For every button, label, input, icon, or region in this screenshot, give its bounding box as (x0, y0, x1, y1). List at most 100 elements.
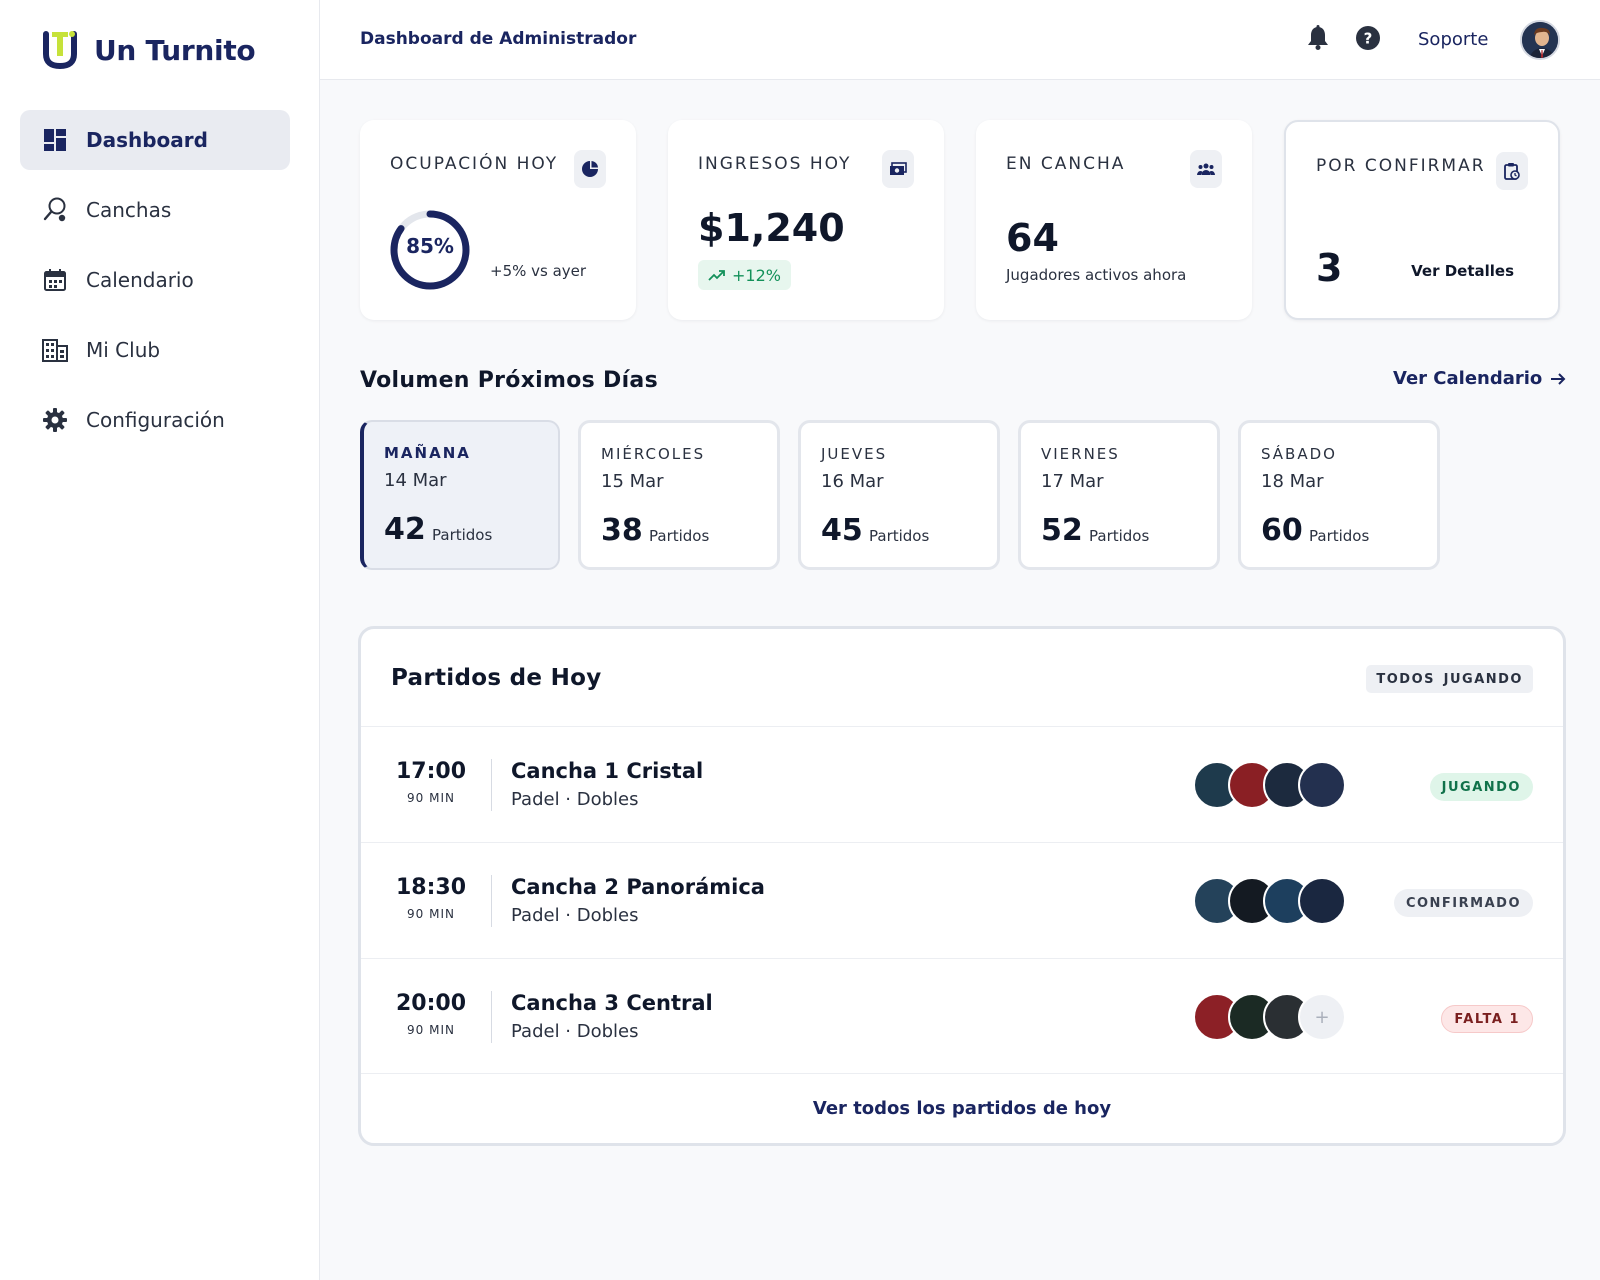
stat-card-occupancy: OCUPACIÓN HOY 85% +5% vs ayer (360, 120, 636, 320)
day-card-viernes[interactable]: VIERNES 17 Mar 52 Partidos (1018, 420, 1220, 570)
day-count: 42 (384, 512, 426, 547)
match-list: 17:00 90 MIN Cancha 1 Cristal Padel · Do… (361, 726, 1563, 1074)
help-icon[interactable]: ? (1354, 24, 1382, 52)
match-duration: 90 MIN (407, 791, 455, 805)
sidebar-item-calendario[interactable]: Calendario (20, 250, 290, 310)
brand[interactable]: Un Turnito (42, 30, 256, 70)
day-count: 45 (821, 513, 863, 548)
status-badge: CONFIRMADO (1393, 889, 1533, 917)
filter-jugando[interactable]: JUGANDO (1433, 665, 1533, 693)
top-header: Dashboard de Administrador ? Soporte (320, 0, 1600, 80)
occupancy-ring (390, 210, 470, 290)
divider (491, 991, 492, 1043)
sidebar-item-label: Dashboard (86, 128, 208, 152)
match-kind: Padel · Dobles (511, 789, 639, 810)
day-unit: Partidos (649, 527, 710, 545)
stat-label: INGRESOS HOY (698, 154, 852, 174)
support-link[interactable]: Soporte (1418, 29, 1489, 50)
sidebar-item-label: Calendario (86, 268, 194, 292)
arrow-right-icon (1551, 372, 1566, 385)
brand-name: Un Turnito (94, 33, 256, 67)
revenue-trend: +12% (698, 260, 791, 290)
stat-card-pending: POR CONFIRMAR 3 Ver Detalles (1284, 120, 1560, 320)
match-court: Cancha 1 Cristal (511, 759, 704, 783)
match-kind: Padel · Dobles (511, 905, 639, 926)
sidebar-nav: Dashboard Canchas Calendario Mi Club Con… (20, 110, 290, 460)
add-player-slot[interactable]: + (1298, 993, 1346, 1041)
day-unit: Partidos (1089, 527, 1150, 545)
day-unit: Partidos (869, 527, 930, 545)
sidebar-item-mi-club[interactable]: Mi Club (20, 320, 290, 380)
stat-label: EN CANCHA (1006, 154, 1126, 174)
stat-label: OCUPACIÓN HOY (390, 154, 559, 174)
dashboard-icon (42, 127, 68, 153)
day-count: 52 (1041, 513, 1083, 548)
todays-matches-panel: Partidos de Hoy TODOS JUGANDO 17:00 90 M… (358, 626, 1566, 1146)
svg-text:?: ? (1364, 30, 1373, 48)
page-title: Dashboard de Administrador (360, 29, 637, 49)
player-avatar (1298, 877, 1346, 925)
sidebar-item-dashboard[interactable]: Dashboard (20, 110, 290, 170)
day-date: 15 Mar (601, 471, 664, 492)
pending-value: 3 (1316, 246, 1343, 290)
day-name: MIÉRCOLES (601, 445, 706, 463)
match-kind: Padel · Dobles (511, 1021, 639, 1042)
stat-card-revenue: INGRESOS HOY $1,240 +12% (668, 120, 944, 320)
match-duration: 90 MIN (407, 1023, 455, 1037)
status-badge: FALTA 1 (1441, 1005, 1533, 1033)
match-row[interactable]: 20:00 90 MIN Cancha 3 Central Padel · Do… (361, 958, 1563, 1074)
upcoming-title: Volumen Próximos Días (360, 368, 658, 393)
clipboard-clock-icon (1496, 152, 1528, 190)
day-card-sabado[interactable]: SÁBADO 18 Mar 60 Partidos (1238, 420, 1440, 570)
filter-todos[interactable]: TODOS (1366, 665, 1445, 693)
player-avatar (1298, 761, 1346, 809)
sidebar-item-label: Configuración (86, 408, 225, 432)
sidebar-item-label: Canchas (86, 198, 172, 222)
sidebar: Un Turnito Dashboard Canchas Calendario … (0, 0, 320, 1280)
day-date: 16 Mar (821, 471, 884, 492)
day-card-miercoles[interactable]: MIÉRCOLES 15 Mar 38 Partidos (578, 420, 780, 570)
avatar[interactable] (1520, 20, 1560, 60)
revenue-value: $1,240 (698, 206, 845, 250)
match-row[interactable]: 18:30 90 MIN Cancha 2 Panorámica Padel ·… (361, 842, 1563, 958)
day-card-jueves[interactable]: JUEVES 16 Mar 45 Partidos (798, 420, 1000, 570)
sidebar-item-configuracion[interactable]: Configuración (20, 390, 290, 450)
day-date: 14 Mar (384, 470, 447, 491)
view-calendar-label: Ver Calendario (1393, 368, 1543, 389)
day-count: 38 (601, 513, 643, 548)
racket-icon (42, 197, 68, 223)
gear-icon (42, 407, 68, 433)
occupancy-delta: +5% vs ayer (490, 262, 587, 280)
building-icon (42, 337, 68, 363)
divider (491, 875, 492, 927)
day-card-manana[interactable]: MAÑANA 14 Mar 42 Partidos (360, 420, 560, 570)
bell-icon[interactable] (1304, 24, 1332, 52)
revenue-trend-value: +12% (732, 265, 781, 285)
view-calendar-link[interactable]: Ver Calendario (1393, 368, 1566, 389)
stat-card-on-court: EN CANCHA 64 Jugadores activos ahora (976, 120, 1252, 320)
sidebar-item-canchas[interactable]: Canchas (20, 180, 290, 240)
view-all-matches-link[interactable]: Ver todos los partidos de hoy (361, 1073, 1563, 1143)
on-court-sub: Jugadores activos ahora (1006, 266, 1187, 284)
match-row[interactable]: 17:00 90 MIN Cancha 1 Cristal Padel · Do… (361, 726, 1563, 842)
match-court: Cancha 3 Central (511, 991, 713, 1015)
divider (491, 759, 492, 811)
day-name: SÁBADO (1261, 445, 1337, 463)
brand-logo-icon (43, 31, 77, 70)
match-court: Cancha 2 Panorámica (511, 875, 765, 899)
day-unit: Partidos (432, 526, 493, 544)
day-name: VIERNES (1041, 445, 1120, 463)
day-date: 18 Mar (1261, 471, 1324, 492)
match-duration: 90 MIN (407, 907, 455, 921)
status-badge: JUGANDO (1429, 773, 1533, 801)
on-court-value: 64 (1006, 216, 1059, 260)
money-icon (882, 150, 914, 188)
view-details-link[interactable]: Ver Detalles (1411, 262, 1514, 280)
match-time: 17:00 (395, 759, 467, 784)
calendar-icon (42, 267, 68, 293)
day-name: JUEVES (821, 445, 888, 463)
group-icon (1190, 150, 1222, 188)
occupancy-value: 85% (406, 234, 454, 258)
match-time: 18:30 (395, 875, 467, 900)
panel-title: Partidos de Hoy (391, 665, 602, 691)
